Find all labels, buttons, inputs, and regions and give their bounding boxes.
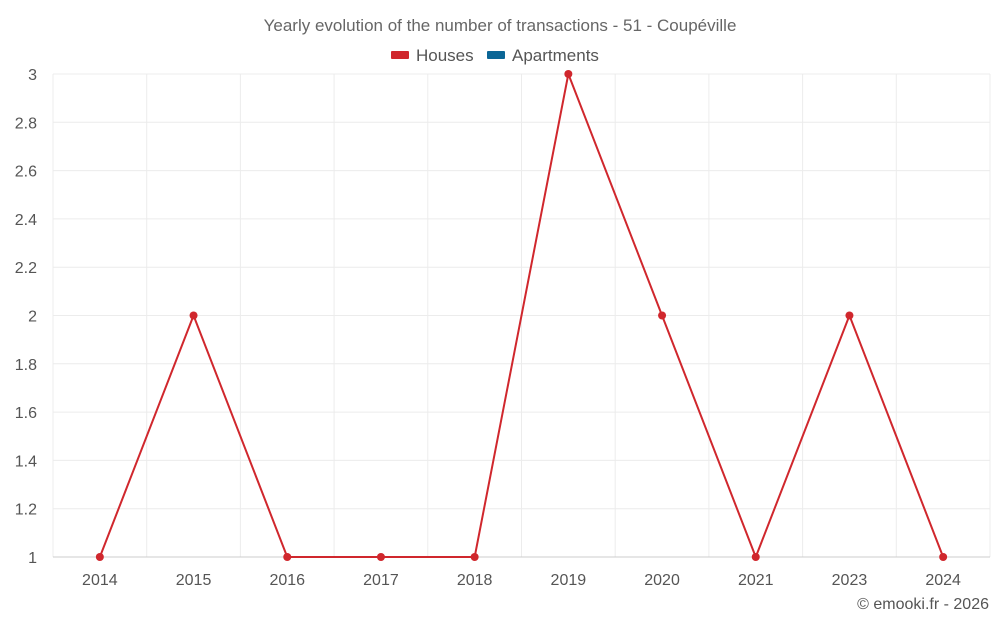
data-point-houses-2019[interactable] [564, 70, 573, 78]
x-tick-label: 2014 [82, 572, 118, 589]
legend: Houses Apartments [391, 46, 599, 65]
y-tick-label: 1.6 [15, 405, 37, 422]
x-tick-label: 2019 [551, 572, 587, 589]
y-tick-label: 2.6 [15, 164, 37, 181]
x-tick-label: 2023 [832, 572, 868, 589]
data-point-houses-2018[interactable] [470, 553, 479, 561]
y-axis-tick-labels: 1 1.2 1.4 1.6 1.8 2 2.2 2.4 2.6 2.8 3 [15, 67, 37, 567]
y-tick-label: 2.4 [15, 212, 37, 229]
x-tick-label: 2018 [457, 572, 493, 589]
y-tick-label: 2.2 [15, 260, 37, 277]
x-tick-label: 2024 [925, 572, 961, 589]
data-point-houses-2023[interactable] [845, 311, 854, 320]
x-tick-label: 2017 [363, 572, 399, 589]
legend-label-houses[interactable]: Houses [416, 46, 474, 65]
data-point-houses-2020[interactable] [658, 311, 667, 320]
y-tick-label: 2.8 [15, 115, 37, 132]
legend-swatch-apartments [487, 51, 505, 59]
legend-swatch-houses [391, 51, 409, 59]
y-tick-label: 1.2 [15, 502, 37, 519]
y-tick-label: 1 [28, 550, 37, 567]
data-point-houses-2021[interactable] [751, 553, 760, 561]
x-tick-label: 2020 [644, 572, 680, 589]
x-axis-tick-labels: 2014 2015 2016 2017 2018 2019 2020 2021 2023 2024 [82, 572, 961, 589]
y-tick-label: 1.4 [15, 453, 37, 470]
data-point-houses-2014[interactable] [95, 553, 104, 561]
data-point-houses-2017[interactable] [376, 553, 385, 561]
x-tick-label: 2015 [176, 572, 212, 589]
data-point-houses-2016[interactable] [283, 553, 292, 561]
legend-label-apartments[interactable]: Apartments [512, 46, 599, 65]
chart-title: Yearly evolution of the number of transa… [264, 16, 737, 35]
data-point-houses-2024[interactable] [939, 553, 948, 561]
series-layer [95, 70, 948, 561]
y-tick-label: 1.8 [15, 357, 37, 374]
credit-text: © emooki.fr - 2026 [857, 596, 989, 613]
x-tick-label: 2021 [738, 572, 774, 589]
x-tick-label: 2016 [269, 572, 305, 589]
y-tick-label: 2 [28, 309, 37, 326]
y-tick-label: 3 [28, 67, 37, 84]
series-line-houses [98, 73, 945, 558]
data-point-houses-2015[interactable] [189, 311, 198, 320]
